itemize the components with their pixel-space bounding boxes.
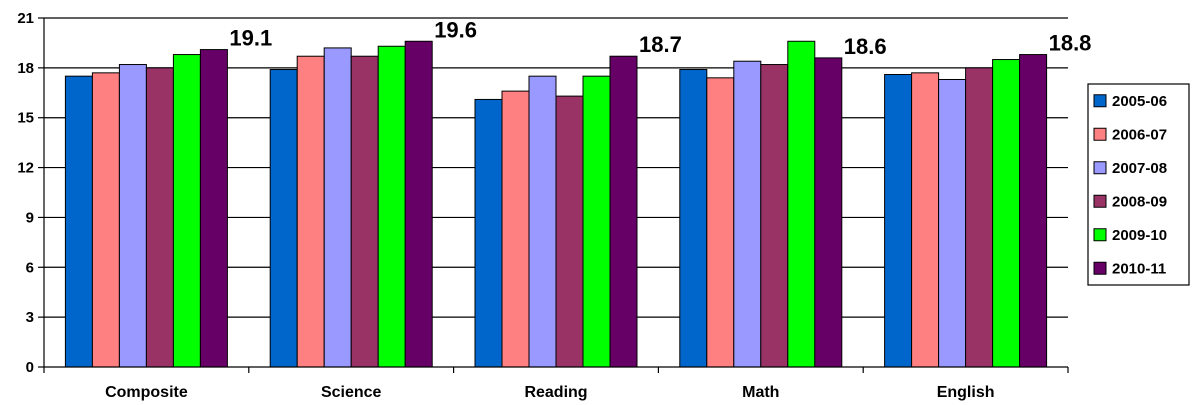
- bar-2007-08-english: [938, 78, 967, 368]
- data-label: 19.6: [434, 17, 477, 42]
- bars: [64, 40, 1048, 368]
- bar-2007-08-composite: [118, 64, 147, 368]
- legend-label: 2010-11: [1112, 260, 1166, 277]
- y-tick-label: 0: [26, 359, 34, 376]
- x-category-label: English: [937, 384, 995, 401]
- bar-2005-06-science: [269, 69, 298, 368]
- bar-2009-10-math: [787, 40, 816, 368]
- bar-2008-09-science: [350, 55, 379, 368]
- bar-2005-06-reading: [474, 98, 503, 368]
- x-category-label: Math: [742, 384, 779, 401]
- y-tick-label: 21: [17, 10, 34, 27]
- data-labels: 19.1 19.6 18.7 18.6 18.8: [229, 17, 1091, 59]
- bar-2009-10-reading: [582, 75, 611, 368]
- legend-label: 2008-09: [1112, 193, 1167, 210]
- bar-2010-11-math: [814, 57, 843, 368]
- legend-label: 2007-08: [1112, 160, 1167, 177]
- bar-2008-09-composite: [145, 67, 174, 368]
- bar-2008-09-math: [760, 64, 789, 368]
- y-tick-label: 12: [17, 160, 34, 177]
- y-axis-tick-labels: 0 3 6 9 12 15 18 21: [17, 10, 34, 376]
- legend: 2005-06 2006-07 2007-08 2008-09 2009-10 2010-…: [1087, 83, 1190, 286]
- data-label: 18.7: [639, 32, 682, 57]
- data-label: 19.1: [229, 26, 272, 51]
- axes: [38, 17, 1069, 373]
- bar-2006-07-reading: [501, 90, 530, 368]
- legend-swatch-2007-08: [1093, 161, 1107, 175]
- bar-2010-11-composite: [199, 49, 228, 368]
- bar-2006-07-math: [706, 77, 735, 368]
- x-category-label: Composite: [105, 384, 188, 401]
- bar-2005-06-english: [884, 74, 913, 368]
- bar-2006-07-science: [296, 55, 325, 368]
- bar-2006-07-composite: [91, 72, 120, 368]
- bar-2006-07-english: [911, 72, 940, 368]
- legend-label: 2009-10: [1112, 227, 1167, 244]
- bar-2010-11-english: [1019, 54, 1048, 368]
- bar-2009-10-english: [992, 59, 1021, 368]
- bar-2010-11-science: [404, 40, 433, 368]
- x-axis-category-labels: Composite Science Reading Math English: [105, 384, 994, 401]
- x-category-label: Reading: [524, 384, 587, 401]
- bar-2007-08-reading: [528, 75, 557, 368]
- bar-2010-11-reading: [609, 55, 638, 368]
- legend-swatch-2010-11: [1093, 261, 1107, 275]
- legend-box: [1087, 83, 1190, 286]
- legend-swatch-2008-09: [1093, 194, 1107, 208]
- y-tick-label: 9: [26, 209, 34, 226]
- y-tick-label: 18: [17, 60, 34, 77]
- legend-swatch-2009-10: [1093, 228, 1107, 242]
- x-category-label: Science: [321, 384, 382, 401]
- legend-swatch-2005-06: [1093, 94, 1107, 108]
- bar-2008-09-english: [965, 67, 994, 368]
- data-label: 18.6: [844, 34, 887, 59]
- bar-2008-09-reading: [555, 95, 584, 368]
- bar-2009-10-composite: [172, 54, 201, 368]
- bar-2009-10-science: [377, 45, 406, 368]
- bar-2005-06-composite: [64, 75, 93, 368]
- bar-2005-06-math: [679, 69, 708, 368]
- legend-label: 2006-07: [1112, 126, 1167, 143]
- y-tick-label: 3: [26, 309, 34, 326]
- y-tick-label: 15: [17, 110, 34, 127]
- y-tick-label: 6: [26, 259, 34, 276]
- legend-swatch-2006-07: [1093, 127, 1107, 141]
- legend-label: 2005-06: [1112, 93, 1167, 110]
- data-label: 18.8: [1049, 31, 1092, 56]
- bar-2007-08-math: [733, 60, 762, 368]
- bar-2007-08-science: [323, 47, 352, 368]
